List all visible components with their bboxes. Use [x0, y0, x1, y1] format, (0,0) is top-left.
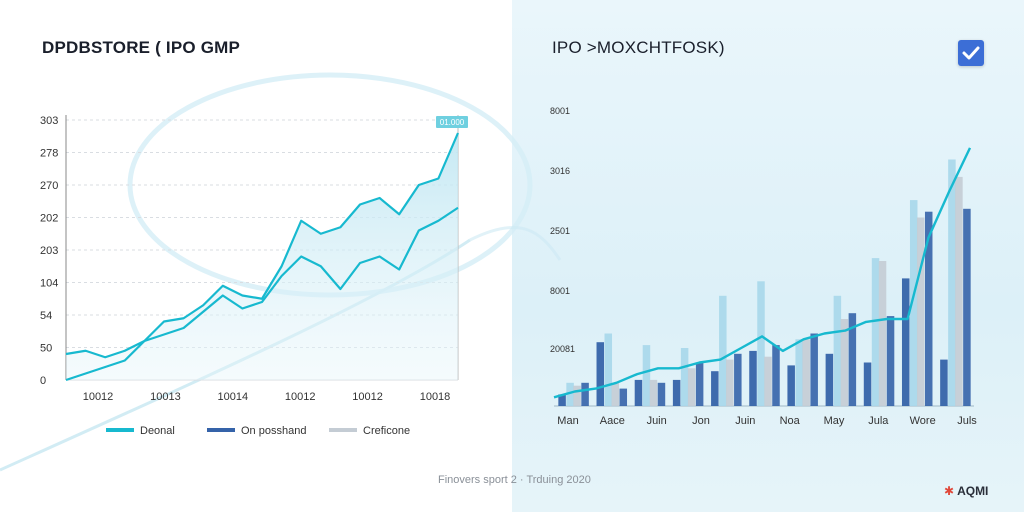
y-tick-label: 0: [40, 375, 46, 387]
x-tick-label: Juin: [647, 415, 667, 427]
bar: [604, 333, 613, 406]
right-panel-background: [512, 0, 1024, 512]
y-tick-label: 8001: [550, 286, 570, 296]
x-tick-label: May: [824, 415, 845, 427]
right-bar-chart: 20081 8001 2501 3016 8001 Man Aace Juin Jon Juin N…: [550, 106, 977, 427]
legend-label: Deonal: [140, 425, 175, 437]
bar: [916, 217, 925, 406]
bar: [757, 281, 765, 406]
bar: [840, 319, 849, 406]
y-tick-label: 54: [40, 310, 52, 322]
bar: [955, 176, 963, 406]
bar: [940, 359, 948, 406]
x-tick-label: Jula: [868, 415, 889, 427]
bar: [573, 385, 581, 406]
area-fill: [66, 133, 458, 380]
checkbox[interactable]: [958, 40, 984, 66]
bar: [825, 353, 834, 406]
bar: [687, 368, 696, 406]
series-line-2: [65, 206, 459, 382]
value-badge-label: 01.000: [440, 118, 465, 127]
y-tick-label: 50: [40, 343, 52, 355]
bar: [948, 159, 956, 406]
x-tick-label: 10012: [352, 391, 383, 403]
brand-name: AQMI: [957, 484, 989, 498]
footer-text: Finovers sport 2 · Trduing 2020: [438, 474, 591, 486]
trend-line: [553, 147, 972, 399]
bar: [764, 356, 772, 406]
bar: [924, 211, 933, 406]
y-tick-label: 2501: [550, 226, 570, 236]
checkmark-icon: [962, 46, 980, 60]
x-tick-label: 10018: [420, 391, 451, 403]
bar: [734, 353, 742, 406]
x-tick-label: Jon: [692, 415, 710, 427]
bar: [566, 382, 574, 406]
brand-logo: ✱ AQMI: [944, 484, 988, 498]
x-tick-label: 10014: [218, 391, 249, 403]
legend-swatch: [106, 428, 134, 432]
bar: [787, 365, 795, 406]
legend-swatch: [207, 428, 235, 432]
bar: [909, 200, 918, 406]
x-tick-label: 10012: [83, 391, 114, 403]
bar: [611, 382, 620, 406]
x-tick-label: Wore: [910, 415, 936, 427]
bar: [719, 295, 727, 406]
x-tick-label: 10013: [150, 391, 181, 403]
bar: [619, 388, 628, 406]
bar: [886, 316, 895, 406]
y-tick-label: 270: [40, 180, 58, 192]
bar: [901, 278, 910, 406]
bar: [695, 362, 704, 406]
bar: [749, 350, 757, 406]
bar: [871, 258, 880, 406]
bar: [680, 348, 689, 406]
bar: [634, 379, 643, 406]
left-line-chart: 0 50 54 104 203 202 270 278 303 10012 10013 10014 10…: [40, 115, 468, 437]
x-tick-label: Man: [557, 415, 578, 427]
bar: [863, 362, 872, 406]
x-tick-label: Noa: [780, 415, 801, 427]
x-tick-label: Juin: [735, 415, 755, 427]
left-chart-title: DPDBSTORE ( IPO GMP: [42, 38, 241, 57]
y-tick-label: 203: [40, 245, 58, 257]
y-tick-label: 202: [40, 213, 58, 225]
y-tick-label: 3016: [550, 166, 570, 176]
brand-mark-icon: ✱: [944, 484, 955, 498]
legend-label: Creficone: [363, 425, 410, 437]
bar: [649, 379, 658, 406]
series-line-1: [65, 132, 460, 359]
bar: [581, 382, 589, 406]
bar: [772, 345, 780, 406]
x-tick-label: Aace: [600, 415, 625, 427]
y-tick-label: 104: [40, 278, 58, 290]
legend-swatch: [329, 428, 357, 432]
y-tick-label: 8001: [550, 106, 570, 116]
x-tick-label: 10012: [285, 391, 316, 403]
y-tick-label: 20081: [550, 344, 575, 354]
bar: [657, 382, 666, 406]
bar: [726, 359, 734, 406]
bar: [878, 261, 887, 406]
x-tick-label: Juls: [957, 415, 977, 427]
bar: [711, 371, 719, 406]
value-badge: [436, 116, 468, 128]
bar: [642, 345, 651, 406]
bar: [672, 379, 681, 406]
bar: [558, 394, 566, 406]
bar: [963, 208, 971, 406]
bar: [596, 342, 605, 406]
bar: [802, 339, 810, 406]
bar: [795, 339, 803, 406]
bar: [833, 295, 842, 406]
y-tick-label: 303: [40, 115, 58, 127]
bar: [848, 313, 857, 406]
y-tick-label: 278: [40, 148, 58, 160]
legend-label: On posshand: [241, 425, 306, 437]
right-chart-title: IPO >MOXCHTFOSK): [552, 38, 725, 57]
bar: [810, 333, 818, 406]
